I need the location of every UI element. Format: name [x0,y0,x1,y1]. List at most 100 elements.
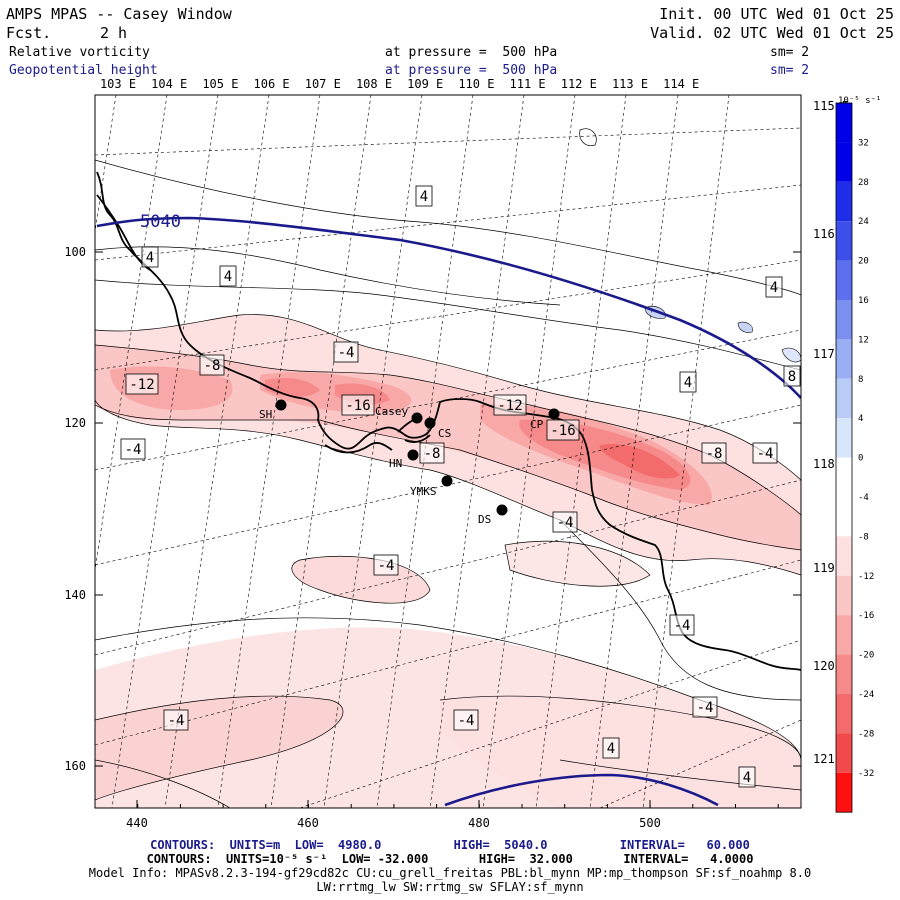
vorticity-label: -12 [493,394,527,416]
station-marker: DS [478,504,508,526]
station-label: DS [478,513,491,526]
svg-text:-4: -4 [338,345,355,361]
init-time: Init. 00 UTC Wed 01 Oct 25 [659,5,894,23]
station-label: HN [389,457,402,470]
station-marker: HN [389,449,419,470]
vorticity-label: -8 [419,442,445,464]
colorbar-swatch [836,260,852,300]
field1-level: at pressure = 500 hPa [385,45,558,60]
longitude-label-top: 107 E [305,77,341,91]
svg-text:-4: -4 [458,713,475,729]
colorbar-label: -12 [858,572,874,582]
plot-frame [94,94,802,809]
vorticity-label: -8 [199,354,225,376]
vorticity-label: -4 [752,442,778,464]
vorticity-label: 4 [219,265,237,287]
svg-text:4: 4 [770,280,778,296]
station-label: YMKS [410,485,437,498]
colorbar-label: -8 [858,532,869,542]
svg-text:-12: -12 [497,398,522,414]
station-marker: SH [259,399,287,421]
colorbar-label: 32 [858,138,869,148]
colorbar-label: -28 [858,729,874,739]
colorbar-label: 24 [858,217,869,227]
colorbar-swatch [836,654,852,694]
x-axis-label: 460 [297,816,319,830]
svg-text:-4: -4 [125,442,142,458]
colorbar-swatch [836,497,852,537]
vorticity-label: -8 [701,442,727,464]
y-axis-label: 160 [64,759,86,773]
svg-text:4: 4 [420,189,428,205]
y-axis-label: 100 [64,245,86,259]
svg-text:4: 4 [146,250,154,266]
plot-title: AMPS MPAS -- Casey Window [6,5,232,23]
longitude-label-top: 105 E [202,77,238,91]
vorticity-label: -4 [453,709,479,731]
colorbar-label: 12 [858,335,869,345]
forecast-label: Fcst. [6,24,52,42]
field2-smoothing: sm= 2 [770,63,810,78]
svg-text:4: 4 [607,741,615,757]
colorbar-label: -32 [858,769,874,779]
colorbar-swatch [836,575,852,616]
svg-text:4: 4 [743,770,751,786]
vorticity-label-group: 4 4 4 4 -4 -8 -12 -16 -12 -16 -8 -8 -4 -4 4 -4 8 -4 -4 -4 -4… [120,185,801,788]
vorticity-label: 4 [141,246,159,268]
colorbar-swatch [836,103,852,143]
svg-text:-12: -12 [129,377,154,393]
footer-model-info-2: LW:rrtmg_lw SW:rrtmg_sw SFLAY:sf_mynn [316,880,584,894]
field2-name: Geopotential height [9,63,158,78]
x-axis-label: 500 [639,816,661,830]
colorbar-label: 8 [858,375,863,385]
field1-smoothing: sm= 2 [770,45,810,60]
colorbar-label: -4 [858,493,869,503]
longitude-label-top: 113 E [612,77,648,91]
colorbar-label: 4 [858,414,863,424]
station-marker: CS [424,417,451,440]
height-contours [96,216,801,807]
vorticity-label: -4 [552,511,578,533]
colorbar-label: 0 [858,454,863,464]
vorticity-label: 4 [765,276,783,298]
colorbar-label: 20 [858,257,869,267]
vorticity-label: -4 [163,709,189,731]
vorticity-label: -12 [125,373,159,395]
svg-text:-4: -4 [168,713,185,729]
colorbar-label: -24 [858,690,874,700]
colorbar-swatch [836,378,852,419]
colorbar-swatch [836,772,852,813]
station-label: Casey [375,405,408,418]
svg-text:-4: -4 [674,618,691,634]
colorbar-swatch [836,142,852,182]
svg-text:-4: -4 [557,515,574,531]
colorbar-swatch [836,733,852,773]
footer-height-contours: CONTOURS: UNITS=m LOW= 4980.0 HIGH= 5040… [150,838,750,852]
vorticity-label: 4 [415,185,433,207]
station-marker: CP [530,408,560,431]
station-group: SH Casey CS HN YMKS DS CP [259,399,560,526]
colorbar-swatch [836,339,852,379]
footer-model-info: Model Info: MPASv8.2.3-194-gf29cd82c CU:… [88,866,812,880]
colorbar-swatch [836,615,852,655]
station-marker: Casey [375,405,423,424]
vorticity-label: -16 [546,419,580,441]
y-axis-label: 120 [64,416,86,430]
svg-text:-4: -4 [378,558,395,574]
vorticity-label: -4 [669,614,695,636]
longitude-label-top: 108 E [356,77,392,91]
colorbar-swatch [836,457,852,497]
longitude-label-top: 104 E [151,77,187,91]
colorbar-label: -16 [858,611,874,621]
x-axis-label: 440 [126,816,148,830]
svg-text:-4: -4 [757,446,774,462]
colorbar-swatch [836,181,852,222]
y-axis-label: 140 [64,588,86,602]
svg-text:-8: -8 [706,446,723,462]
svg-text:-8: -8 [204,358,221,374]
vorticity-label: -4 [333,341,359,363]
longitude-label-top: 111 E [510,77,546,91]
colorbar-label: 28 [858,178,869,188]
vorticity-shading [95,306,801,808]
